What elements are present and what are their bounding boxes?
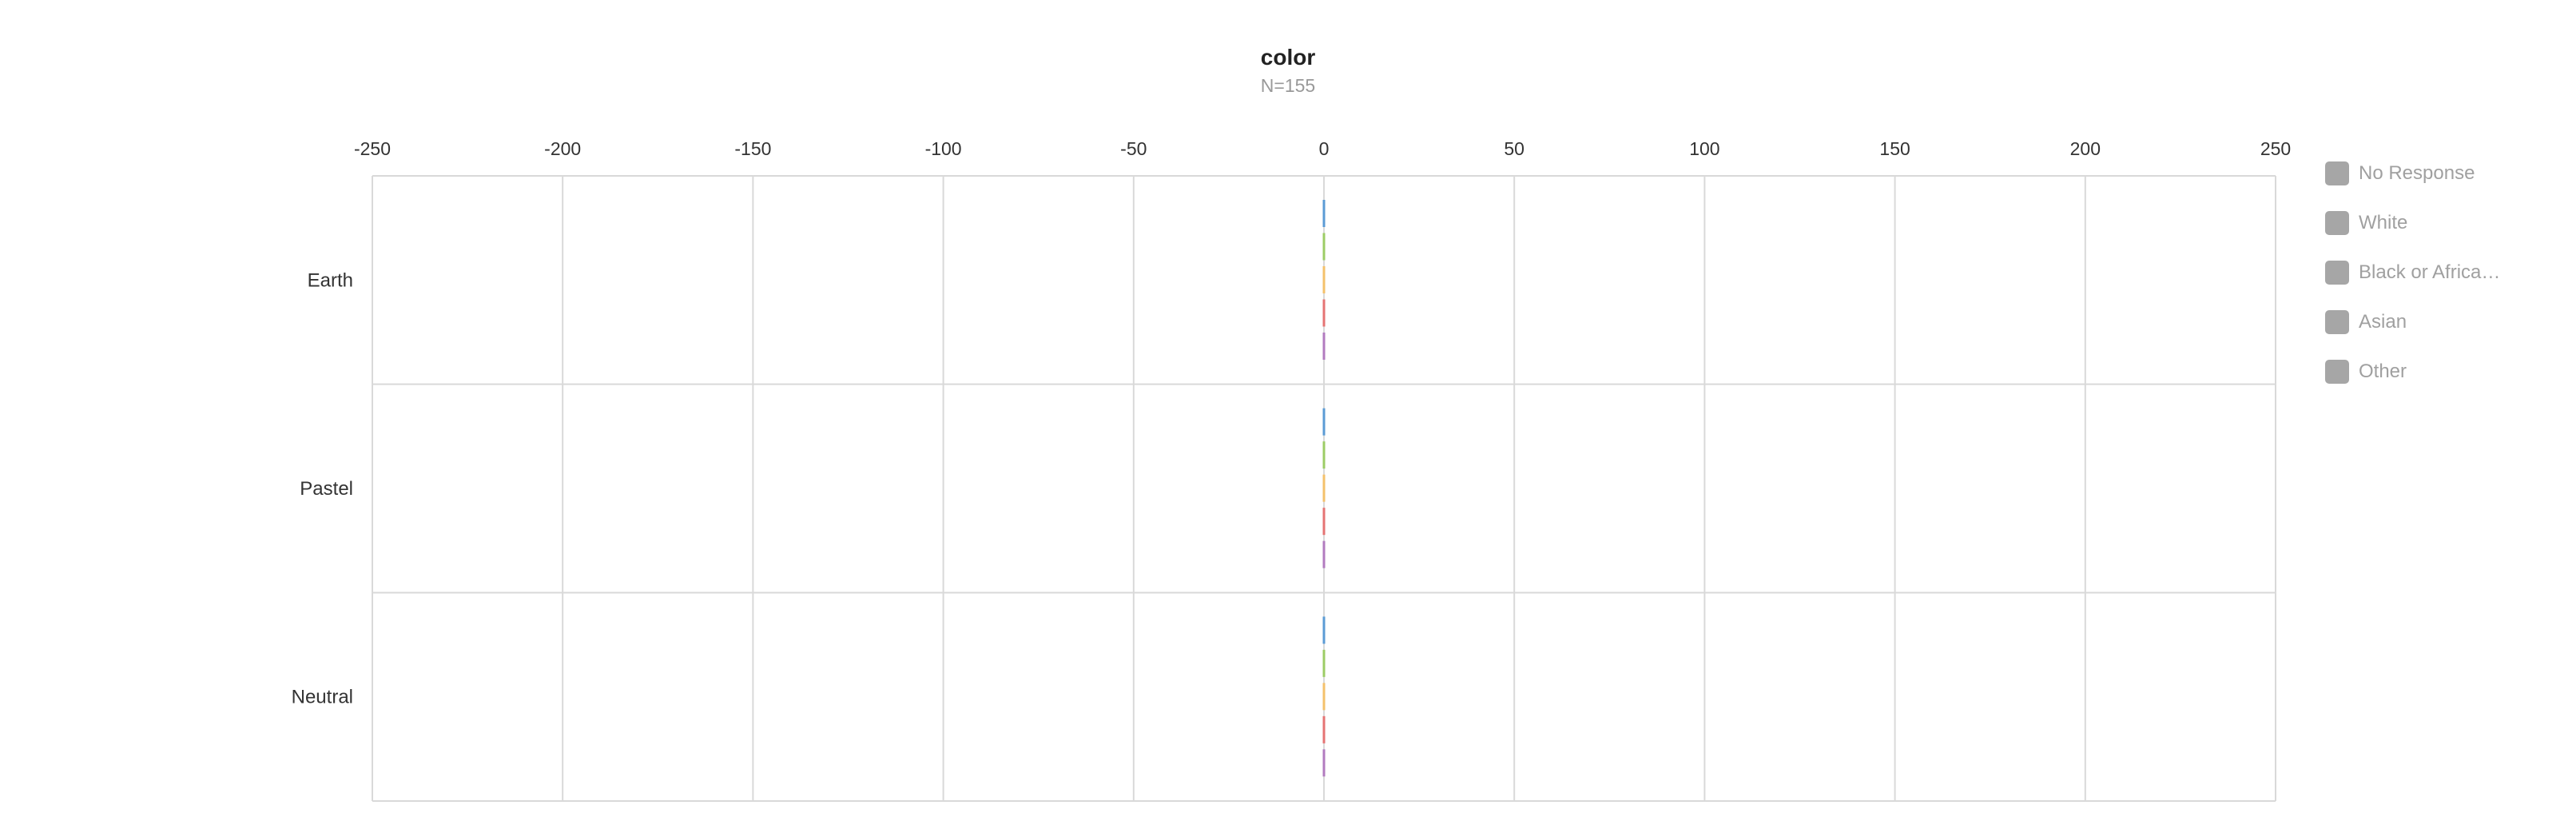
x-tick-label: 200 [2070, 138, 2101, 159]
chart-title: color [1260, 45, 1316, 70]
bars [1322, 200, 1326, 777]
bar [1322, 540, 1326, 568]
x-tick-label: 150 [1879, 138, 1910, 159]
chart-subtitle: N=155 [1260, 75, 1316, 96]
legend-swatch [2325, 360, 2349, 384]
legend-label: Asian [2359, 311, 2407, 333]
bar [1322, 299, 1326, 327]
legend: No Response White Black or Africa… Asian Oth… [2325, 149, 2500, 397]
category-label: Earth [308, 269, 353, 291]
bar [1322, 749, 1326, 777]
x-tick-label: -50 [1120, 138, 1147, 159]
legend-swatch [2325, 261, 2349, 285]
bar [1322, 474, 1326, 502]
x-axis-ticks: -250 -200 -150 -100 -50 0 50 100 150 200 250 [354, 138, 2291, 159]
legend-swatch [2325, 161, 2349, 185]
x-tick-label: -100 [925, 138, 962, 159]
bar [1322, 200, 1326, 227]
legend-label: Other [2359, 361, 2407, 382]
bar [1322, 441, 1326, 469]
legend-swatch [2325, 310, 2349, 334]
legend-item[interactable]: No Response [2325, 149, 2500, 198]
x-tick-label: 0 [1319, 138, 1330, 159]
legend-item[interactable]: Black or Africa… [2325, 248, 2500, 297]
bar [1322, 508, 1326, 536]
legend-item[interactable]: Other [2325, 347, 2500, 397]
legend-label: No Response [2359, 162, 2475, 184]
legend-swatch [2325, 211, 2349, 235]
x-tick-label: 250 [2260, 138, 2291, 159]
bar [1322, 715, 1326, 743]
bar [1322, 266, 1326, 293]
x-tick-label: 50 [1504, 138, 1525, 159]
bar [1322, 408, 1326, 436]
category-label: Pastel [300, 478, 353, 500]
legend-item[interactable]: Asian [2325, 297, 2500, 347]
bar [1322, 233, 1326, 261]
x-tick-label: -250 [354, 138, 391, 159]
y-axis-categories: Earth Pastel Neutral [292, 269, 353, 707]
bar [1322, 616, 1326, 644]
legend-label: White [2359, 212, 2408, 233]
legend-label: Black or Africa… [2359, 261, 2501, 283]
x-tick-label: 100 [1689, 138, 1719, 159]
x-tick-label: -150 [734, 138, 771, 159]
bar [1322, 683, 1326, 711]
category-label: Neutral [292, 687, 353, 708]
x-tick-label: -200 [544, 138, 581, 159]
bar [1322, 649, 1326, 677]
bar [1322, 333, 1326, 360]
legend-item[interactable]: White [2325, 198, 2500, 248]
